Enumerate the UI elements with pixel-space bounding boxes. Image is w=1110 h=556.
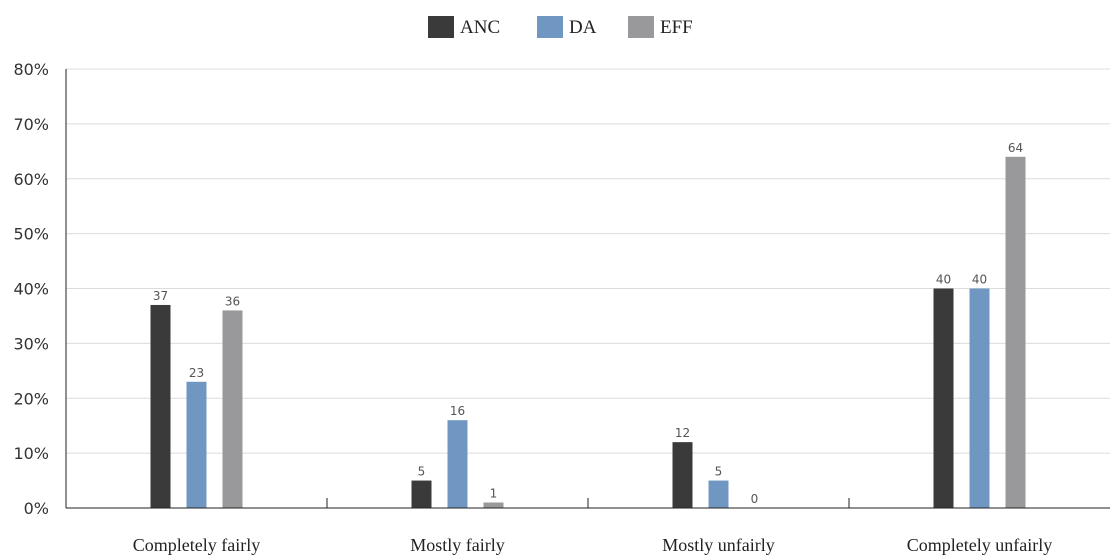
legend: ANC DA EFF <box>428 16 693 38</box>
legend-swatch <box>428 16 454 38</box>
legend-label: EFF <box>660 17 693 38</box>
y-tick-label: 50% <box>13 225 49 244</box>
bar-da <box>969 288 990 508</box>
bar-da <box>186 381 207 508</box>
bar-eff <box>222 310 243 508</box>
category-label: Completely fairly <box>133 535 260 555</box>
y-tick-label: 70% <box>13 115 49 134</box>
category-label: Mostly fairly <box>410 535 505 555</box>
category-label: Mostly unfairly <box>662 535 775 555</box>
legend-item-eff: EFF <box>628 16 693 38</box>
y-tick-label: 40% <box>13 280 49 299</box>
legend-item-anc: ANC <box>428 16 500 38</box>
y-tick-label: 60% <box>13 170 49 189</box>
data-label: 40 <box>936 273 951 287</box>
data-label: 40 <box>972 273 987 287</box>
data-label: 5 <box>418 465 426 479</box>
legend-item-da: DA <box>537 16 597 38</box>
bars <box>150 156 1026 509</box>
y-tick-label: 0% <box>24 499 49 518</box>
data-labels: 37 23 36 5 16 1 12 5 0 40 40 64 <box>153 141 1023 506</box>
data-label: 36 <box>225 294 240 308</box>
data-label: 37 <box>153 289 168 303</box>
bar-eff <box>1005 156 1026 509</box>
category-labels: Completely fairly Mostly fairly Mostly unf… <box>133 535 1052 555</box>
bar-anc <box>150 304 171 508</box>
data-label: 23 <box>189 366 204 380</box>
data-label: 16 <box>450 404 465 418</box>
data-label: 1 <box>490 487 498 501</box>
axes <box>65 69 1110 509</box>
data-label: 12 <box>675 426 690 440</box>
data-label: 64 <box>1008 141 1023 155</box>
data-label: 5 <box>715 465 723 479</box>
y-tick-label: 80% <box>13 60 49 79</box>
legend-label: DA <box>569 17 597 38</box>
bar-anc <box>672 442 693 508</box>
data-label: 0 <box>751 492 759 506</box>
bar-da <box>708 480 729 508</box>
legend-swatch <box>628 16 654 38</box>
y-axis-ticks: 0% 10% 20% 30% 40% 50% 60% 70% 80% <box>13 60 49 518</box>
bar-anc <box>933 288 954 508</box>
bar-eff <box>483 502 504 508</box>
category-label: Completely unfairly <box>907 535 1052 555</box>
legend-swatch <box>537 16 563 38</box>
y-tick-label: 10% <box>13 444 49 463</box>
y-tick-label: 20% <box>13 389 49 408</box>
bar-anc <box>411 480 432 508</box>
y-tick-label: 30% <box>13 334 49 353</box>
legend-label: ANC <box>460 17 500 38</box>
bar-da <box>447 420 468 508</box>
